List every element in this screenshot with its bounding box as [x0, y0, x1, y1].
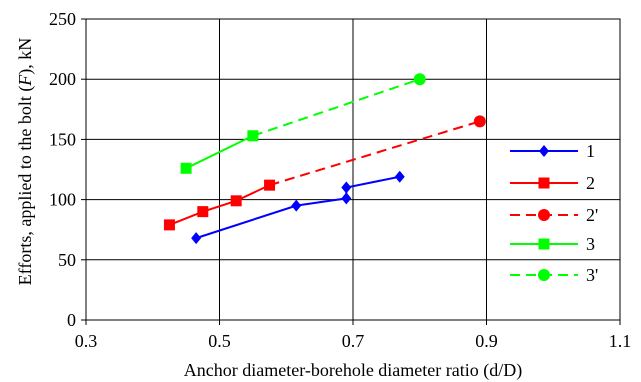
data-point-2: [230, 195, 242, 207]
legend-entry-2-prime: 2': [510, 205, 598, 225]
legend-marker-2: [538, 177, 550, 189]
y-axis-ticks: 0 50 100 150 200 250: [49, 9, 86, 330]
series-group: [163, 73, 486, 245]
legend-label-2: 2: [586, 173, 595, 193]
legend-marker-3: [538, 238, 550, 250]
series-3-prime: [252, 73, 426, 137]
y-tick-label: 0: [67, 310, 76, 330]
x-tick-label: 0.7: [342, 331, 365, 351]
legend: 1 2 2' 3 3': [510, 141, 598, 285]
series-2-prime: [269, 115, 486, 187]
series-line-3-prime: [252, 78, 421, 137]
legend-entry-1: 1: [510, 141, 595, 161]
legend-entry-3-prime: 3': [510, 265, 598, 285]
y-tick-label: 200: [49, 69, 76, 89]
x-tick-label: 0.5: [208, 331, 231, 351]
x-axis-ticks: 0.3 0.5 0.7 0.9 1.1: [75, 320, 632, 351]
data-point-1: [394, 170, 405, 183]
data-point-1: [291, 199, 302, 212]
series-1: [191, 170, 405, 245]
data-point-3-prime: [413, 73, 426, 86]
data-point-2-prime: [473, 115, 486, 128]
series-line-2-prime: [269, 120, 481, 187]
x-axis-title: Anchor diameter-borehole diameter ratio …: [184, 360, 523, 381]
legend-marker-3-prime: [538, 269, 550, 281]
grid: [86, 19, 620, 320]
legend-label-3: 3: [586, 234, 595, 254]
legend-label-3-prime: 3': [586, 265, 598, 285]
data-point-2: [197, 206, 209, 218]
x-tick-label: 0.3: [75, 331, 98, 351]
y-tick-label: 150: [49, 129, 76, 149]
series-line-2: [169, 184, 270, 226]
x-tick-label: 0.9: [475, 331, 498, 351]
y-tick-label: 50: [58, 250, 76, 270]
y-axis-title-part-2: F: [15, 74, 35, 87]
legend-entry-3: 3: [510, 234, 595, 254]
data-point-3: [180, 162, 192, 174]
data-point-2: [163, 219, 175, 231]
data-point-1: [341, 181, 352, 194]
legend-marker-1: [539, 145, 549, 157]
data-point-1: [191, 232, 202, 245]
legend-marker-2-prime: [538, 209, 550, 221]
legend-label-2-prime: 2': [586, 205, 598, 225]
y-tick-label: 100: [49, 190, 76, 210]
x-tick-label: 1.1: [609, 331, 632, 351]
legend-entry-2: 2: [510, 173, 595, 193]
y-axis-title: Efforts, applied to the bolt (F), kN: [15, 38, 36, 286]
data-point-1: [341, 192, 352, 205]
y-tick-label: 250: [49, 9, 76, 29]
y-axis-title-part-3: ), kN: [15, 38, 36, 75]
y-axis-title-part-1: Efforts, applied to the bolt (: [15, 86, 36, 286]
legend-label-1: 1: [586, 141, 595, 161]
series-line-3: [185, 134, 254, 170]
